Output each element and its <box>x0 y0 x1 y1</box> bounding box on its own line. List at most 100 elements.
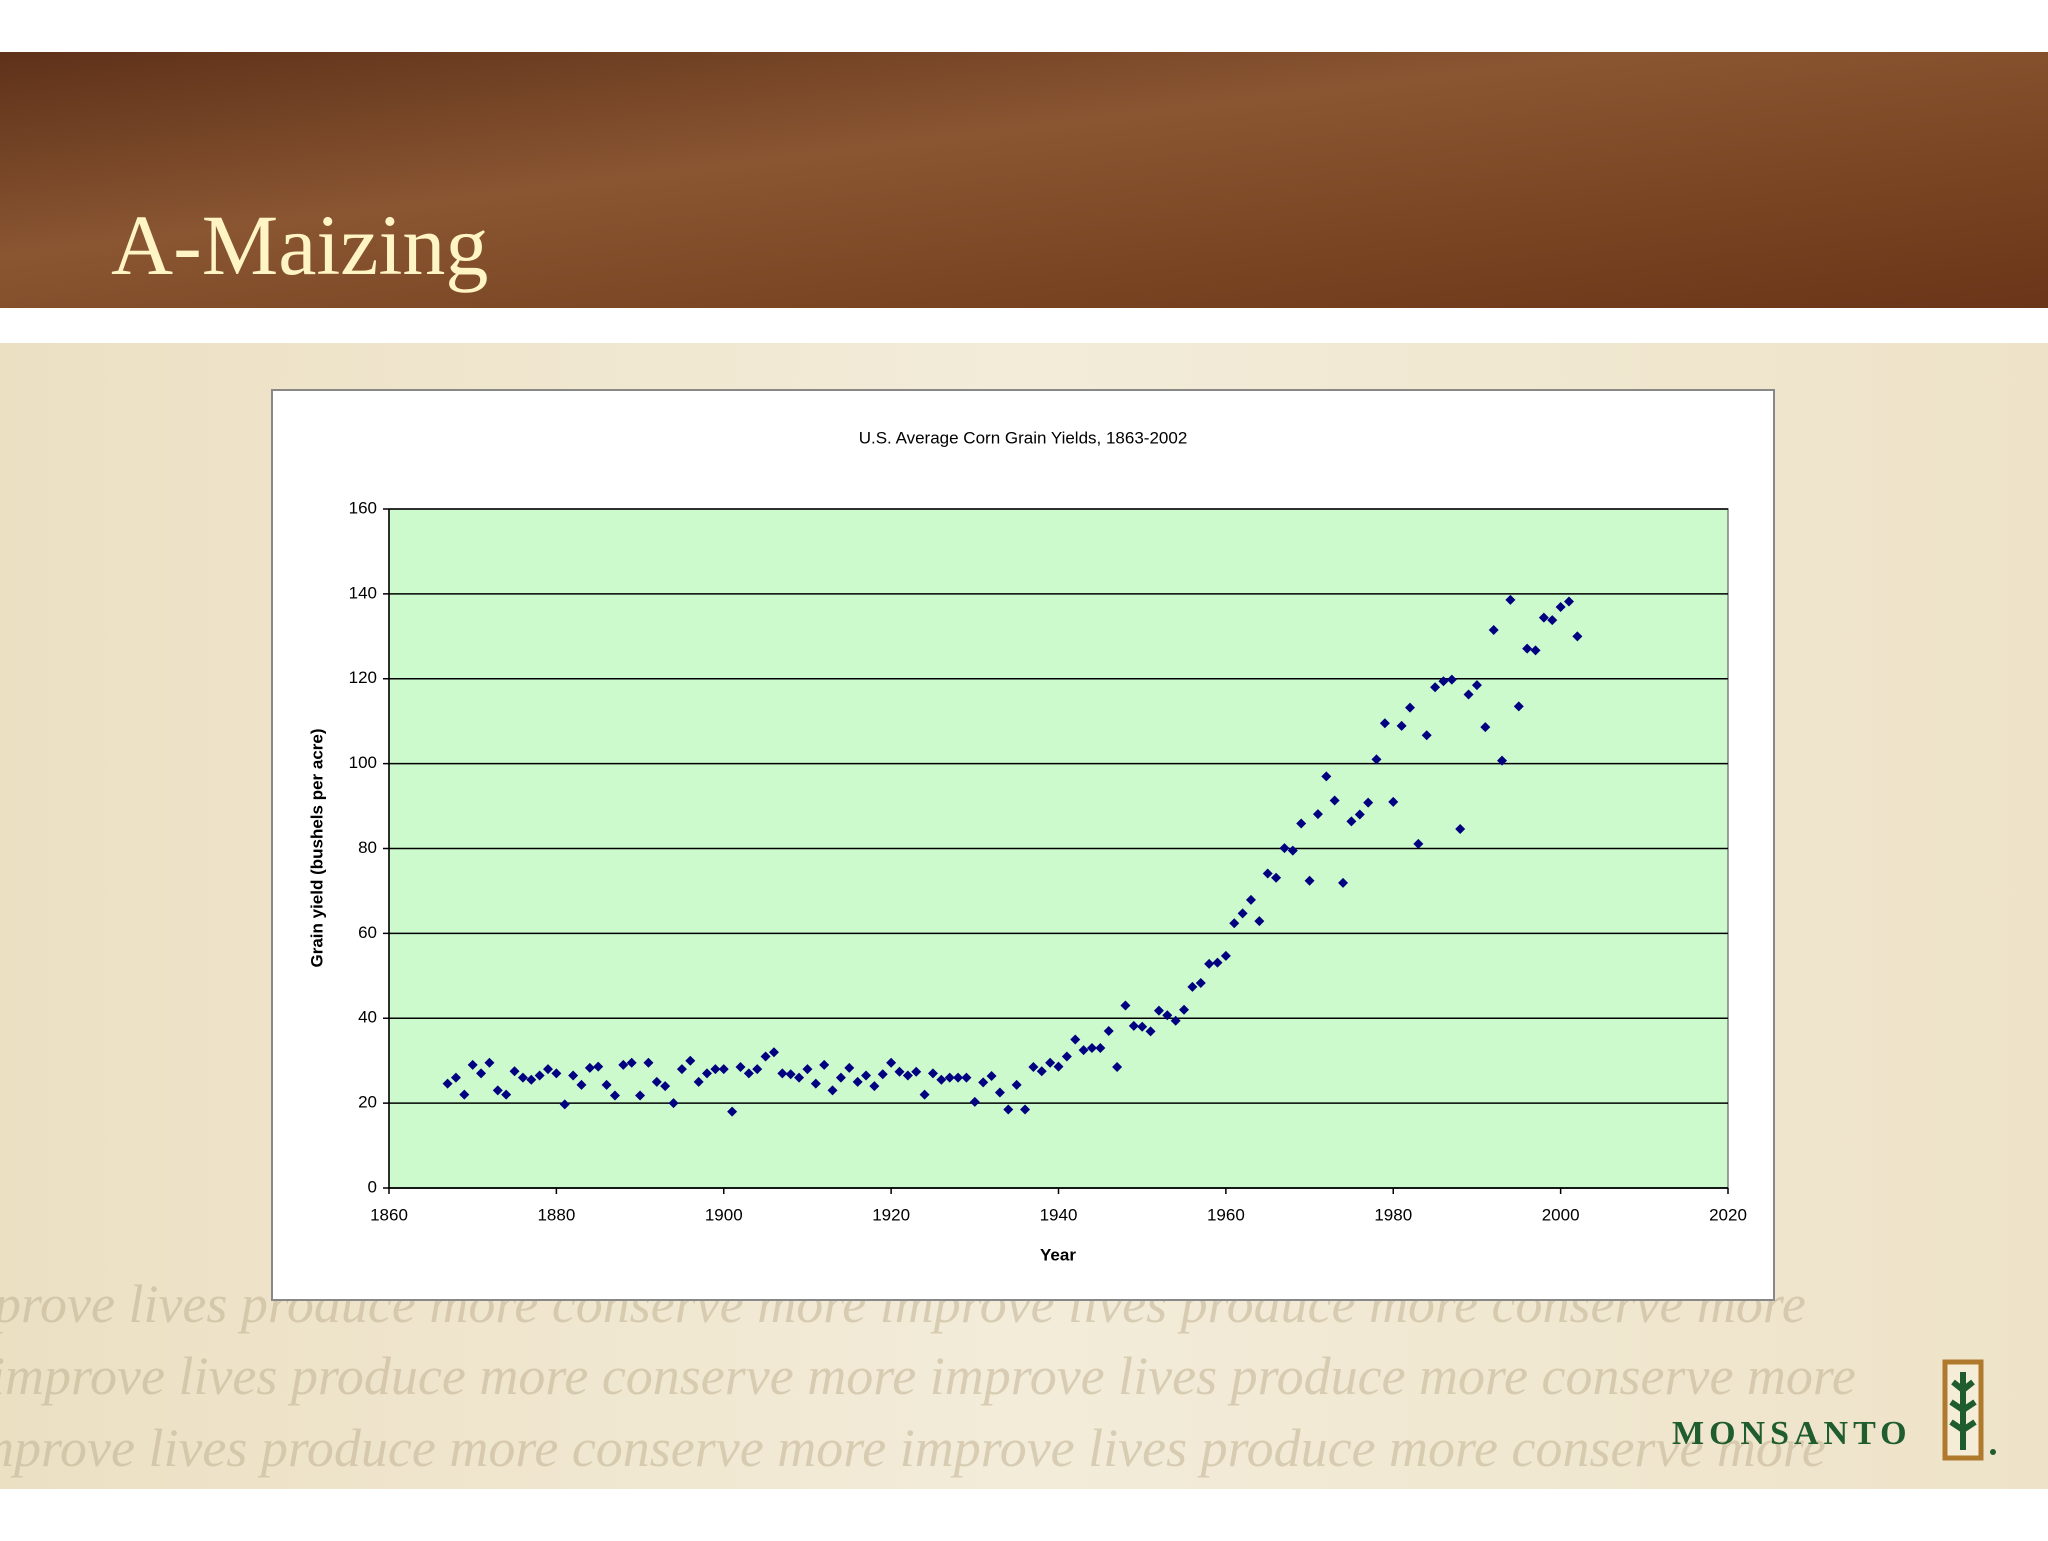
y-tick-label: 80 <box>358 838 377 857</box>
point <box>450 1072 461 1083</box>
x-axis-label: Year <box>1040 1245 1076 1264</box>
point <box>1446 674 1457 685</box>
point <box>1371 754 1382 765</box>
chart-title: U.S. Average Corn Grain Yields, 1863-200… <box>859 428 1188 447</box>
point <box>1120 1000 1131 1011</box>
watermark-line: improve lives produce more conserve more… <box>0 1418 1826 1478</box>
point <box>1020 1104 1031 1115</box>
point <box>777 1068 788 1079</box>
point <box>1522 643 1533 654</box>
point <box>727 1106 738 1117</box>
point <box>861 1070 872 1081</box>
point <box>844 1062 855 1073</box>
point <box>593 1061 604 1072</box>
point <box>1078 1045 1089 1056</box>
point <box>1296 818 1307 829</box>
point <box>1170 1015 1181 1026</box>
point <box>1513 701 1524 712</box>
point <box>1547 615 1558 626</box>
point <box>894 1066 905 1077</box>
point <box>1346 816 1357 827</box>
y-tick-label: 20 <box>358 1093 377 1112</box>
point <box>936 1074 947 1085</box>
y-tick-label: 100 <box>349 753 377 772</box>
point <box>1179 1004 1190 1015</box>
point <box>1153 1005 1164 1016</box>
point <box>1338 877 1349 888</box>
point <box>819 1059 830 1070</box>
point <box>1220 950 1231 961</box>
point <box>1413 838 1424 849</box>
y-tick-label: 60 <box>358 923 377 942</box>
x-tick-label: 2000 <box>1542 1205 1580 1224</box>
point <box>1229 918 1240 929</box>
point <box>517 1072 528 1083</box>
logo-icon <box>1942 1359 1996 1461</box>
point <box>534 1070 545 1081</box>
point <box>1011 1079 1022 1090</box>
watermark: improve lives produce more conserve more… <box>0 1274 1856 1478</box>
point <box>1304 875 1315 886</box>
x-tick-label: 1900 <box>705 1205 743 1224</box>
point <box>768 1047 779 1058</box>
point <box>576 1079 587 1090</box>
point <box>1003 1104 1014 1115</box>
point <box>1480 722 1491 733</box>
point <box>1388 796 1399 807</box>
point <box>1421 730 1432 741</box>
point <box>1245 894 1256 905</box>
point <box>1488 624 1499 635</box>
point <box>543 1064 554 1075</box>
point <box>1321 771 1332 782</box>
point <box>459 1089 470 1100</box>
point <box>559 1099 570 1110</box>
point <box>685 1055 696 1066</box>
point <box>1262 868 1273 879</box>
x-tick-label: 1940 <box>1040 1205 1078 1224</box>
point <box>501 1089 512 1100</box>
point <box>702 1068 713 1079</box>
point <box>1137 1021 1148 1032</box>
point <box>886 1057 897 1068</box>
point <box>760 1051 771 1062</box>
point <box>953 1072 964 1083</box>
point <box>1061 1051 1072 1062</box>
point <box>1471 680 1482 691</box>
point <box>927 1068 938 1079</box>
point <box>869 1081 880 1092</box>
point <box>1563 596 1574 607</box>
y-axis-label: Grain yield (bushels per acre) <box>307 728 326 967</box>
point <box>676 1064 687 1075</box>
y-tick-label: 140 <box>349 583 377 602</box>
point <box>1212 957 1223 968</box>
point <box>994 1087 1005 1098</box>
point <box>476 1068 487 1079</box>
point <box>509 1066 520 1077</box>
y-tick-label: 120 <box>349 668 377 687</box>
point <box>710 1064 721 1075</box>
x-tick-label: 1860 <box>370 1205 408 1224</box>
point <box>802 1064 813 1075</box>
point <box>1505 594 1516 605</box>
point <box>1036 1066 1047 1077</box>
point <box>467 1059 478 1070</box>
point <box>794 1072 805 1083</box>
point <box>635 1090 646 1101</box>
point <box>601 1079 612 1090</box>
point <box>911 1066 922 1077</box>
point <box>584 1062 595 1073</box>
point <box>1572 631 1583 642</box>
point <box>718 1064 729 1075</box>
point <box>1404 702 1415 713</box>
point <box>1555 602 1566 613</box>
point <box>1070 1034 1081 1045</box>
point <box>978 1077 989 1088</box>
point <box>551 1068 562 1079</box>
point <box>1162 1010 1173 1021</box>
point <box>626 1057 637 1068</box>
point <box>986 1070 997 1081</box>
point <box>1538 612 1549 623</box>
point <box>1103 1025 1114 1036</box>
point <box>442 1078 453 1089</box>
x-tick-label: 1960 <box>1207 1205 1245 1224</box>
